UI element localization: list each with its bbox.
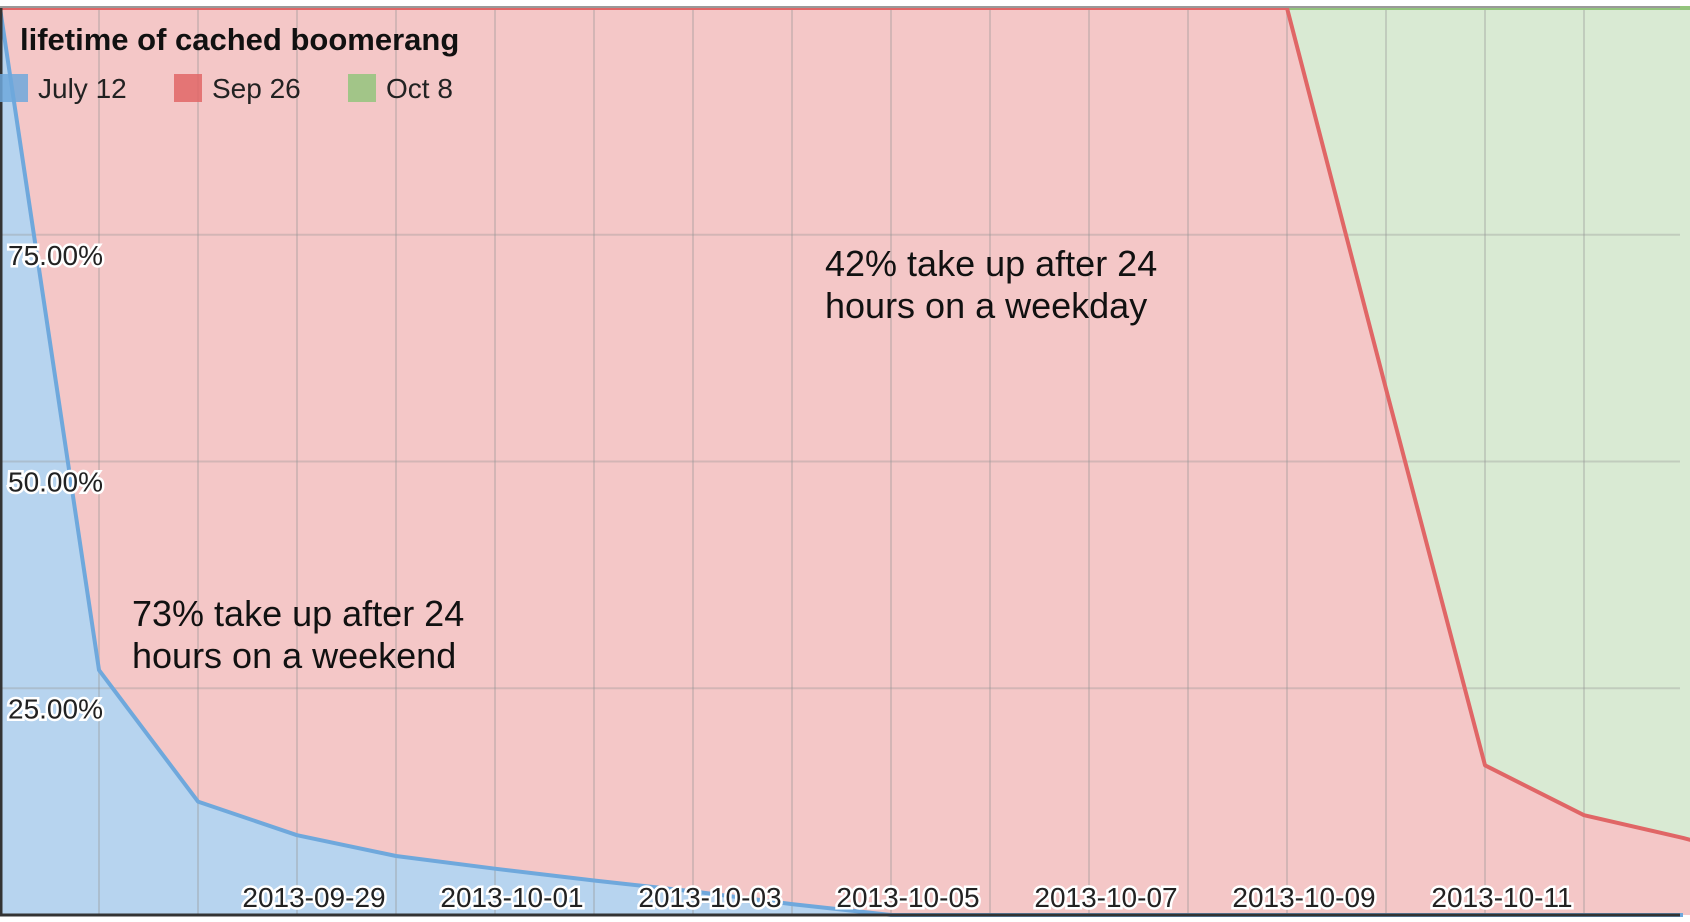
legend-label: Sep 26 bbox=[212, 73, 301, 104]
annotation-line: hours on a weekend bbox=[132, 635, 456, 676]
legend-label: Oct 8 bbox=[386, 73, 453, 104]
x-tick-label: 2013-09-29 bbox=[242, 882, 385, 913]
chart-title: lifetime of cached boomerang bbox=[20, 22, 459, 57]
y-tick-label: 75.00% bbox=[8, 240, 103, 271]
annotation-line: 73% take up after 24 bbox=[132, 593, 464, 634]
annotation-line: hours on a weekday bbox=[825, 285, 1147, 326]
x-tick-label: 2013-10-07 bbox=[1034, 882, 1177, 913]
gridlines bbox=[0, 8, 1680, 915]
y-tick-label: 25.00% bbox=[8, 693, 103, 724]
legend-swatch bbox=[174, 74, 202, 102]
area-july-12 bbox=[0, 8, 1683, 915]
legend-swatch bbox=[0, 74, 28, 102]
legend-item: Sep 26 bbox=[174, 73, 301, 104]
y-tick-label: 50.00% bbox=[8, 467, 103, 498]
annotation-line: 42% take up after 24 bbox=[825, 243, 1157, 284]
x-tick-label: 2013-10-09 bbox=[1232, 882, 1375, 913]
x-tick-label: 2013-10-11 bbox=[1431, 882, 1572, 913]
legend-swatch bbox=[348, 74, 376, 102]
x-tick-label: 2013-10-01 bbox=[440, 882, 583, 913]
y-axis-ticks: 25.00% 50.00% 75.00% bbox=[6, 237, 106, 727]
series-areas bbox=[0, 8, 1690, 915]
x-tick-label: 2013-10-03 bbox=[638, 882, 781, 913]
legend-label: July 12 bbox=[38, 73, 127, 104]
area-sep-26 bbox=[0, 8, 1690, 915]
line-july-12 bbox=[0, 7, 1683, 917]
legend-item: July 12 bbox=[0, 73, 127, 104]
legend-item: Oct 8 bbox=[348, 73, 453, 104]
x-axis-ticks: 2013-09-29 2013-10-01 2013-10-03 2013-10-05… bbox=[240, 880, 1575, 916]
legend: lifetime of cached boomerang July 12 Sep … bbox=[0, 22, 459, 104]
x-tick-label: 2013-10-05 bbox=[836, 882, 979, 913]
plot-frame bbox=[0, 6, 1680, 917]
